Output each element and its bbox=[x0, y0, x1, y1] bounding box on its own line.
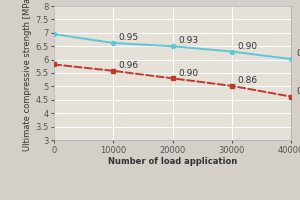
Soil-cement with complex additive bbox=[289, 58, 293, 60]
Line: Soil-cement: Soil-cement bbox=[52, 62, 293, 99]
Line: Soil-cement with complex additive: Soil-cement with complex additive bbox=[52, 32, 293, 61]
Y-axis label: Ultimate compressive strength [MPa]: Ultimate compressive strength [MPa] bbox=[23, 0, 32, 151]
Soil-cement bbox=[230, 85, 234, 87]
Text: 0.86: 0.86 bbox=[237, 76, 257, 85]
Soil-cement with complex additive bbox=[112, 42, 115, 44]
Soil-cement bbox=[289, 95, 293, 98]
Text: 0.87: 0.87 bbox=[297, 49, 300, 58]
Soil-cement with complex additive bbox=[52, 33, 56, 35]
Soil-cement bbox=[112, 70, 115, 72]
Text: 0.96: 0.96 bbox=[119, 61, 139, 70]
Soil-cement bbox=[171, 77, 174, 80]
Soil-cement with complex additive bbox=[171, 45, 174, 47]
Text: 0.95: 0.95 bbox=[119, 33, 139, 42]
X-axis label: Number of load application: Number of load application bbox=[108, 157, 237, 166]
Text: 0.79: 0.79 bbox=[297, 87, 300, 96]
Text: 0.90: 0.90 bbox=[178, 69, 198, 78]
Soil-cement bbox=[52, 63, 56, 66]
Soil-cement with complex additive bbox=[230, 50, 234, 53]
Text: 0.93: 0.93 bbox=[178, 36, 198, 45]
Text: 0.90: 0.90 bbox=[237, 42, 257, 51]
